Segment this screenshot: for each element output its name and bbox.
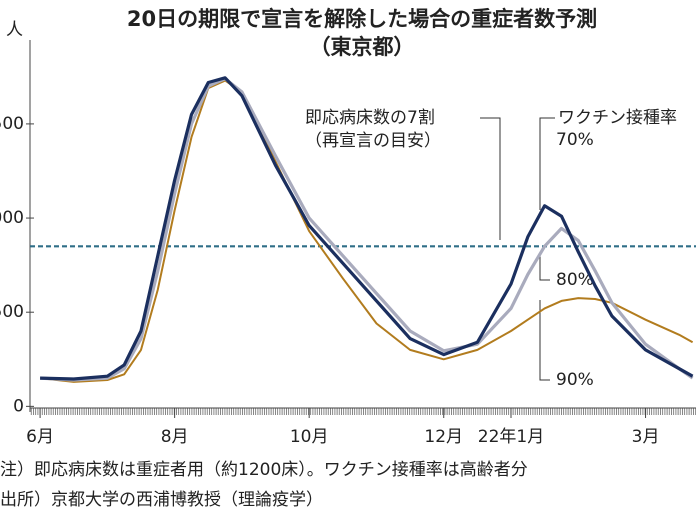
series-label: 70% — [556, 130, 594, 150]
leader-line — [539, 117, 555, 210]
series-label: 90% — [556, 370, 594, 390]
series-label: 80% — [556, 270, 594, 290]
y-tick-label: 1000 — [0, 208, 24, 228]
series-line — [40, 77, 694, 382]
leader-line — [539, 300, 550, 381]
x-tick-label: 10月 — [290, 427, 329, 447]
x-tick-label: 3月 — [632, 427, 660, 447]
x-axis-day-ticks — [30, 408, 696, 415]
legend-title: ワクチン接種率 — [558, 108, 677, 128]
reference-label: （再宣言の目安） — [305, 131, 441, 151]
x-tick-label: 8月 — [161, 427, 189, 447]
chart-title: 20日の期限で宣言を解除した場合の重症者数予測 — [127, 7, 597, 31]
x-tick-label: 6月 — [26, 427, 54, 447]
note: 注）即応病床数は重症者用（約1200床）。ワクチン接種率は高齢者分 — [0, 460, 528, 480]
y-tick-label: 500 — [0, 302, 24, 322]
y-tick-label: 1500 — [0, 114, 24, 134]
chart-subtitle: （東京都） — [310, 35, 415, 59]
note: 出所）京都大学の西浦博教授（理論疫学） — [0, 490, 323, 510]
series-line — [39, 79, 694, 383]
y-unit: 人 — [6, 20, 23, 40]
series-line — [40, 76, 694, 381]
reference-label: 即応病床数の7割 — [305, 108, 435, 128]
x-tick-label: 22年1月 — [478, 427, 544, 447]
x-tick-label: 12月 — [424, 427, 463, 447]
leader-line — [539, 255, 550, 281]
leader-line — [480, 117, 501, 240]
y-tick-label: 0 — [13, 396, 24, 416]
